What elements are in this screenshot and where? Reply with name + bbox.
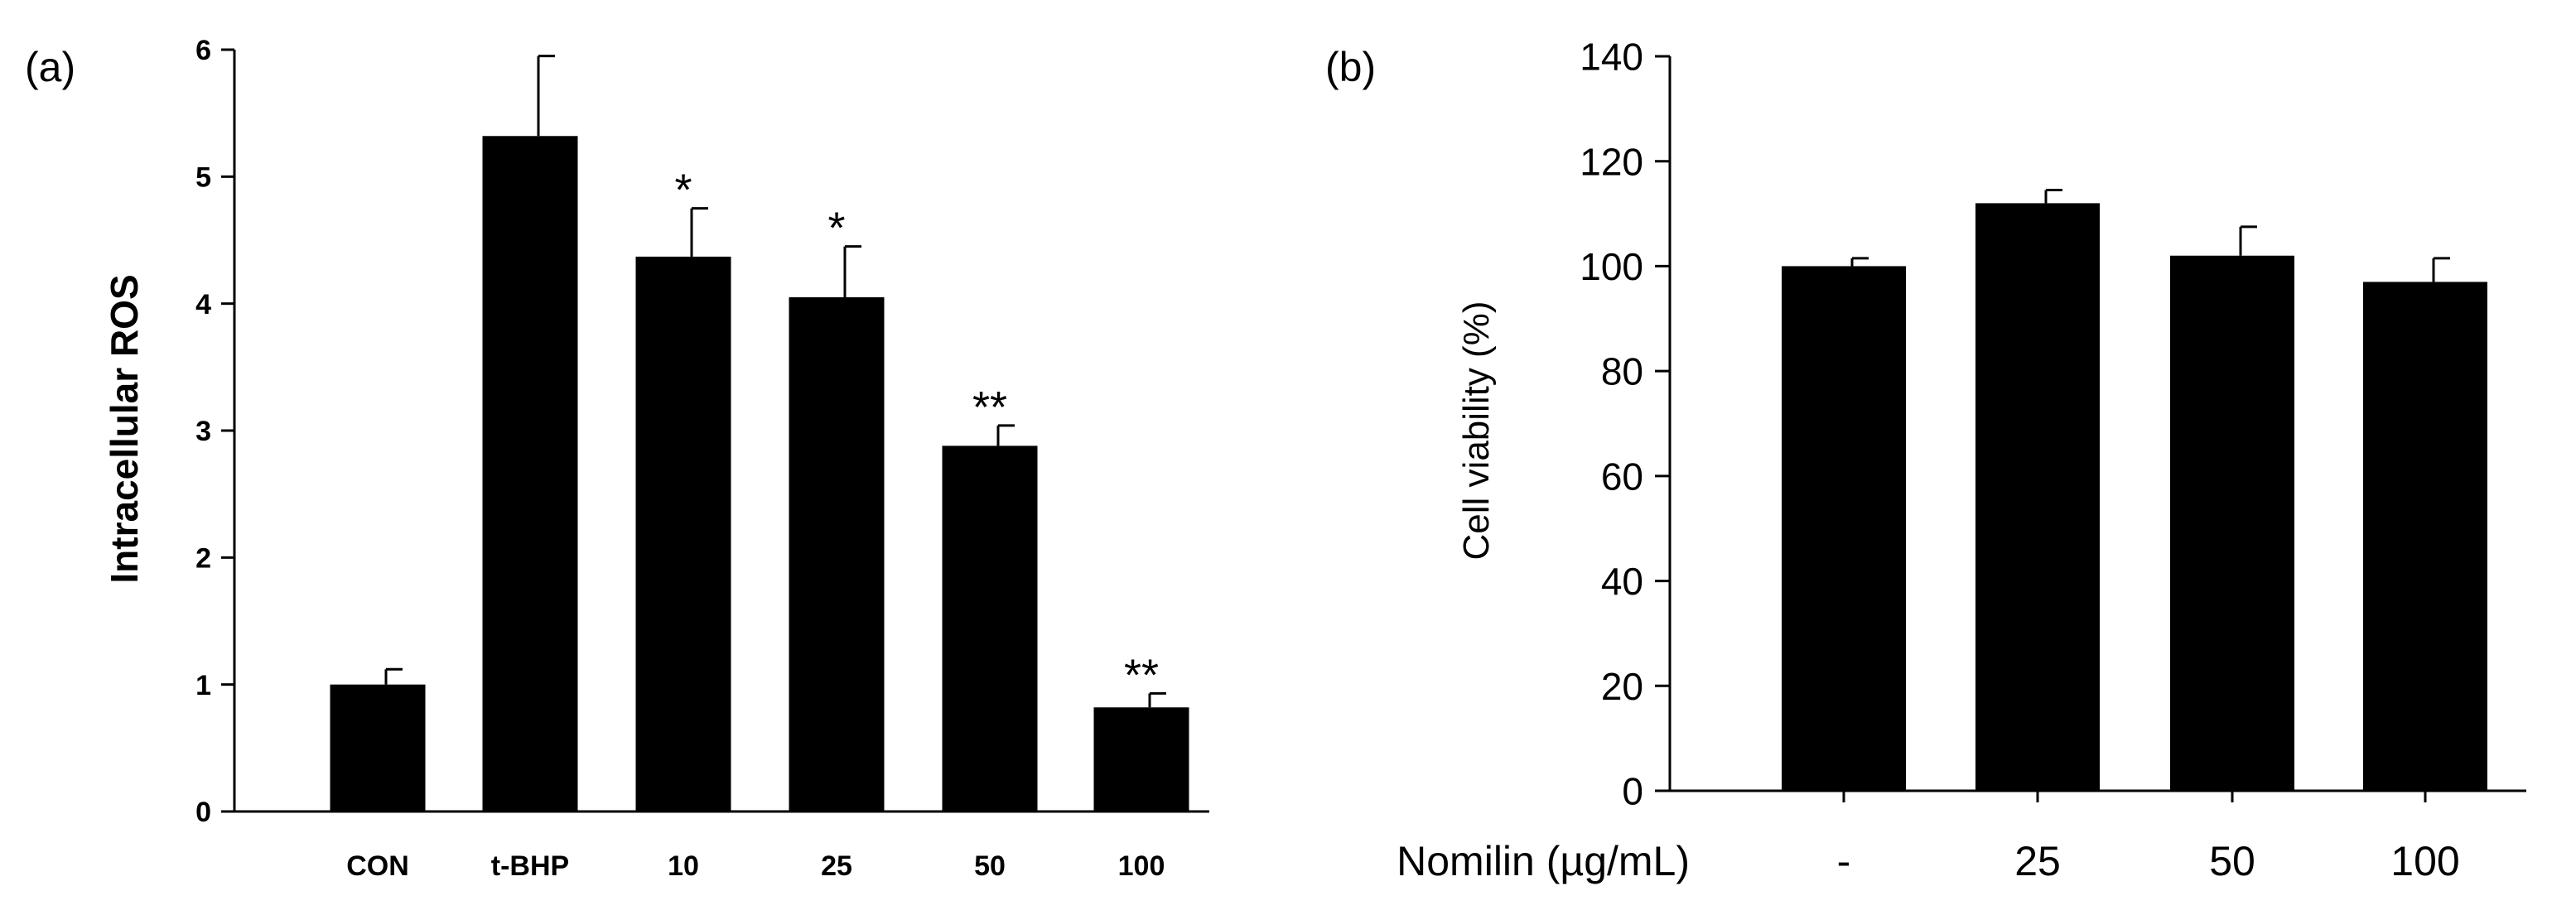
x-tick-label-100: 100: [1118, 850, 1165, 882]
y-tick-label: 80: [1601, 350, 1643, 393]
x-tick-label-t-BHP: t-BHP: [491, 850, 569, 882]
y-tick-label: 20: [1601, 665, 1643, 708]
y-tick-label: 3: [195, 416, 211, 447]
bar-100: [1093, 707, 1189, 811]
y-tick-label: 0: [195, 797, 211, 828]
bar-25: [1975, 203, 2100, 791]
y-tick-label: 0: [1622, 770, 1643, 813]
bar--: [1782, 266, 1906, 791]
panel-b-x-axis-label: Nomilin (µg/mL): [1397, 838, 1690, 884]
panel-b-viability-chart: (b) Cell viability (%) 0 20 40 60 80 100 120 14…: [1325, 36, 2526, 884]
bar-t-BHP: [482, 136, 578, 811]
bar-100: [2363, 282, 2487, 792]
significance-marker: *: [827, 204, 845, 253]
x-tick-label-CON: CON: [346, 850, 409, 882]
bar-50: [2170, 255, 2294, 791]
panel-b-label: (b): [1325, 44, 1376, 90]
x-tick-label-50: 50: [974, 850, 1006, 882]
y-tick-label: 2: [195, 543, 211, 575]
bar-25: [789, 297, 885, 811]
x-tick-label-50: 50: [2209, 838, 2255, 884]
y-tick-label: 6: [195, 35, 211, 66]
x-tick-label-100: 100: [2390, 838, 2459, 884]
bar-CON: [330, 684, 426, 811]
significance-marker: *: [674, 166, 692, 215]
bar-50: [942, 445, 1038, 811]
y-tick-label: 5: [195, 162, 211, 194]
y-tick-label: 1: [195, 670, 211, 701]
y-tick-label: 40: [1601, 560, 1643, 603]
significance-marker: **: [1124, 650, 1159, 700]
y-tick-label: 140: [1580, 36, 1643, 79]
y-tick-label: 120: [1580, 140, 1643, 183]
panel-a-y-axis-label: Intracellular ROS: [103, 274, 146, 583]
y-tick-label: 4: [195, 289, 211, 320]
bar-10: [635, 256, 731, 811]
panel-a-label: (a): [25, 44, 75, 90]
y-tick-label: 100: [1580, 245, 1643, 288]
significance-marker: **: [972, 383, 1007, 432]
x-tick-label--: -: [1837, 838, 1851, 884]
y-tick-label: 60: [1601, 455, 1643, 498]
x-tick-label-25: 25: [821, 850, 852, 882]
x-tick-label-25: 25: [2014, 838, 2061, 884]
x-tick-label-10: 10: [668, 850, 699, 882]
panel-b-y-axis-label: Cell viability (%): [1456, 301, 1497, 561]
